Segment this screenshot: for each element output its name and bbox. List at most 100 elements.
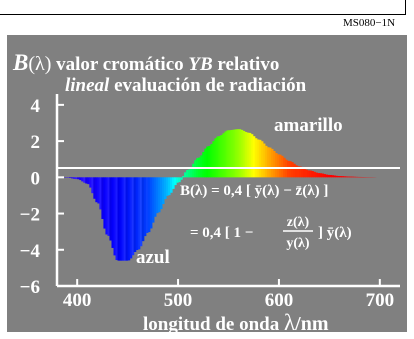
spectrum-band	[353, 176, 357, 178]
spectrum-band	[299, 166, 302, 178]
spectrum-band	[208, 145, 211, 178]
spectrum-band	[248, 132, 252, 178]
spectrum-band	[268, 147, 272, 178]
spectrum-band	[337, 176, 341, 178]
spectrum-band	[192, 163, 195, 178]
spectrum-band	[343, 176, 347, 178]
spectrum-band	[291, 162, 294, 178]
spectrum-band	[71, 177, 74, 179]
y-tick-label: 0	[31, 168, 41, 189]
spectrum-band	[319, 173, 322, 178]
spectrum-band	[97, 177, 100, 204]
spectrum-band	[260, 141, 264, 178]
spectrum-band	[163, 177, 167, 199]
spectrum-band	[202, 151, 205, 178]
chart-title-line1: B(λ) valor cromático YB relativo	[12, 50, 279, 75]
spectrum-band	[323, 174, 326, 178]
formula-denominator: y(λ)	[286, 236, 310, 251]
spectrum-band	[125, 177, 129, 261]
formula-line2-suffix: ] ȳ(λ)	[318, 225, 352, 241]
spectrum-band	[329, 174, 332, 178]
x-tick-label: 700	[366, 290, 395, 311]
spectrum-band	[242, 130, 246, 178]
spectrum-band	[113, 177, 117, 256]
label-amarillo: amarillo	[274, 115, 343, 136]
figure-code: MS080−1N	[343, 17, 396, 29]
x-tick-label: 600	[265, 290, 294, 311]
spectrum-band	[309, 170, 312, 178]
spectrum-band	[174, 177, 177, 186]
spectrum-band	[190, 167, 193, 178]
spectrum-band	[85, 177, 88, 184]
formula-numerator: z(λ)	[287, 215, 310, 230]
spectrum-band	[262, 143, 266, 178]
spectrum-band	[278, 154, 282, 178]
spectrum-band	[83, 177, 86, 183]
spectrum-band	[345, 176, 349, 178]
spectrum-band	[238, 129, 242, 178]
spectrum-band	[226, 130, 230, 178]
spectrum-band	[172, 177, 175, 189]
spectrum-band	[115, 177, 119, 261]
spectrum-band	[99, 177, 102, 210]
spectrum-band	[117, 177, 121, 261]
spectrum-band	[335, 175, 339, 178]
spectrum-band	[270, 148, 274, 178]
spectrum-bands	[59, 129, 377, 261]
spectrum-band	[210, 144, 213, 178]
spectrum-band	[131, 177, 135, 256]
spectrum-band	[167, 177, 171, 196]
spectrum-band	[176, 177, 179, 183]
spectrum-band	[305, 169, 308, 178]
spectrum-band	[149, 177, 153, 229]
spectrum-band	[161, 177, 165, 205]
spectrum-band	[317, 173, 320, 178]
spectrum-band	[287, 160, 290, 178]
spectrum-band	[258, 139, 262, 178]
spectrum-band	[341, 176, 345, 178]
spectrum-band	[313, 171, 316, 178]
spectrum-band	[141, 177, 145, 242]
spectrum-band	[127, 177, 131, 261]
axes	[55, 94, 400, 288]
spectrum-band	[256, 139, 260, 178]
spectrum-band	[204, 148, 207, 178]
x-axis-label: longitud de onda λ/nm	[143, 310, 329, 335]
spectrum-band	[133, 177, 137, 253]
spectrum-band	[169, 177, 173, 193]
spectrum-band	[81, 177, 84, 182]
spectrum-band	[222, 133, 226, 178]
spectrum-band	[157, 177, 161, 213]
spectrum-band	[307, 170, 310, 178]
y-tick-label: 4	[31, 96, 41, 117]
spectrum-band	[220, 134, 224, 178]
y-tick-label: −6	[20, 277, 40, 298]
y-tick-label: −2	[20, 205, 40, 226]
y-tick-label: −4	[20, 241, 41, 262]
spectrum-band	[214, 138, 217, 178]
spectrum-band	[303, 168, 306, 178]
spectrum-band	[232, 129, 236, 178]
spectrum-band	[230, 130, 234, 178]
spectrum-band	[145, 177, 149, 233]
spectrum-band	[246, 132, 250, 178]
spectrum-band	[216, 136, 220, 178]
spectrum-band	[69, 177, 72, 178]
spectrum-band	[266, 147, 270, 178]
spectrum-band	[93, 177, 96, 199]
spectrum-band	[339, 176, 343, 178]
spectrum-band	[165, 177, 169, 196]
spectrum-band	[188, 169, 191, 178]
spectrum-band	[109, 177, 113, 241]
spectrum-band	[218, 136, 222, 178]
spectrum-band	[325, 174, 328, 178]
spectrum-band	[280, 155, 284, 178]
spectrum-band	[95, 177, 98, 203]
spectrum-band	[147, 177, 151, 233]
spectrum-band	[139, 177, 143, 247]
spectrum-band	[200, 155, 203, 178]
spectrum-band	[182, 176, 185, 178]
spectrum-band	[212, 141, 215, 178]
spectrum-band	[101, 177, 105, 219]
